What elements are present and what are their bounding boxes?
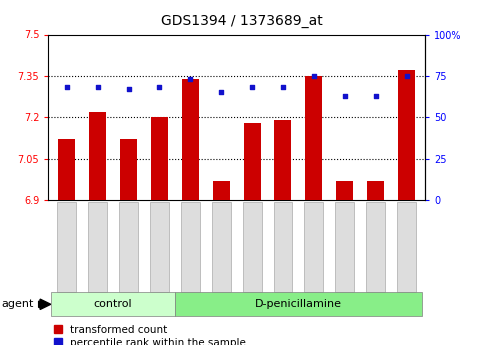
Point bbox=[279, 85, 287, 90]
Point bbox=[341, 93, 349, 99]
Bar bbox=[89, 112, 106, 200]
Legend: transformed count, percentile rank within the sample: transformed count, percentile rank withi… bbox=[54, 325, 246, 345]
Text: D-penicillamine: D-penicillamine bbox=[255, 299, 342, 309]
Bar bbox=[213, 181, 230, 200]
Bar bbox=[367, 181, 384, 200]
Point bbox=[248, 85, 256, 90]
Bar bbox=[243, 123, 261, 200]
Point bbox=[63, 85, 71, 90]
Point bbox=[186, 77, 194, 82]
Point bbox=[94, 85, 101, 90]
Bar bbox=[305, 76, 322, 200]
Bar bbox=[398, 70, 415, 200]
Point bbox=[217, 90, 225, 95]
Bar bbox=[274, 120, 291, 200]
Bar bbox=[336, 181, 353, 200]
Point bbox=[372, 93, 380, 99]
Text: GDS1394 / 1373689_at: GDS1394 / 1373689_at bbox=[161, 14, 322, 28]
Point bbox=[125, 86, 132, 92]
Text: control: control bbox=[94, 299, 132, 309]
Bar bbox=[182, 79, 199, 200]
Point bbox=[310, 73, 318, 79]
Point bbox=[156, 85, 163, 90]
Bar bbox=[151, 117, 168, 200]
Bar bbox=[120, 139, 137, 200]
Text: agent: agent bbox=[1, 299, 34, 309]
Point bbox=[403, 73, 411, 79]
Bar bbox=[58, 139, 75, 200]
